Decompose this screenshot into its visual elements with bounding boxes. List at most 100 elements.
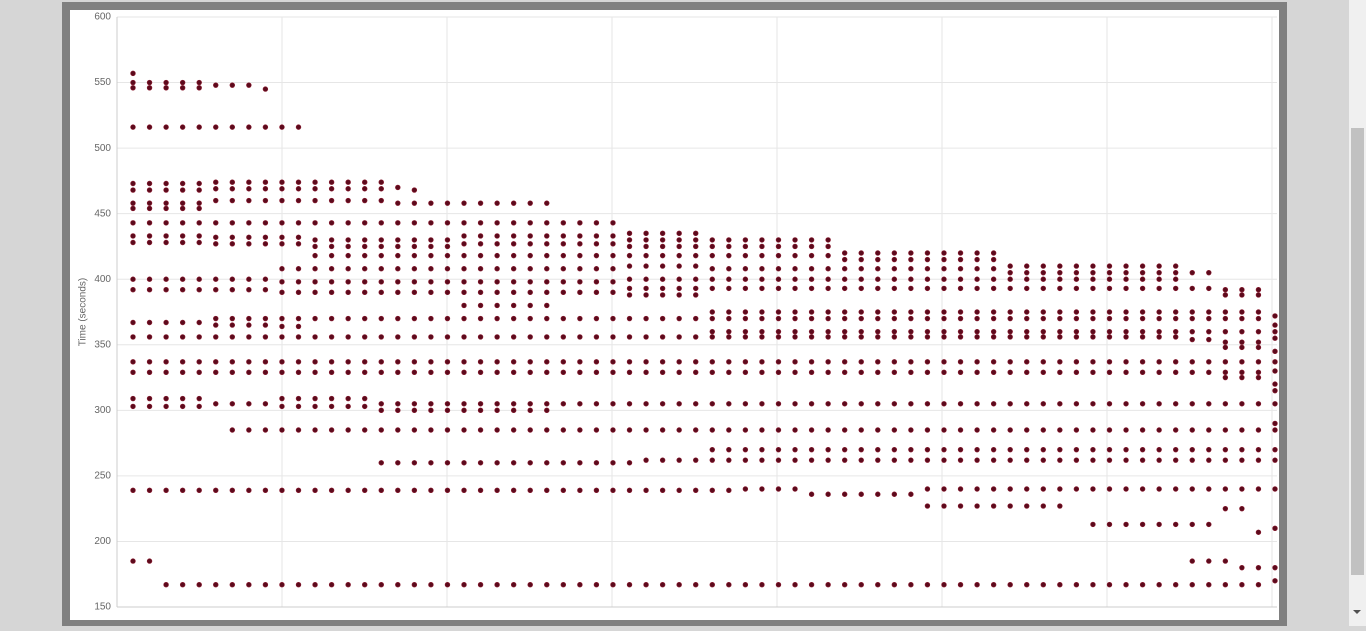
- point: [1057, 457, 1063, 463]
- point: [1222, 558, 1229, 564]
- point: [1007, 503, 1013, 509]
- point: [378, 334, 384, 340]
- point: [1123, 486, 1129, 492]
- point: [163, 487, 169, 494]
- point: [924, 334, 931, 340]
- point: [875, 334, 881, 340]
- point: [1206, 558, 1212, 564]
- point: [1073, 446, 1080, 453]
- point: [1040, 427, 1046, 433]
- point: [1090, 446, 1096, 453]
- point: [246, 234, 252, 240]
- point: [908, 285, 914, 292]
- point: [1040, 486, 1046, 492]
- point: [626, 359, 633, 365]
- point: [974, 285, 980, 292]
- point: [808, 334, 815, 340]
- point: [693, 334, 699, 340]
- point: [544, 266, 550, 272]
- point: [1040, 401, 1046, 407]
- point: [841, 446, 848, 453]
- point: [1206, 446, 1212, 453]
- point: [610, 279, 616, 285]
- point: [544, 334, 550, 340]
- point: [1090, 263, 1096, 269]
- point: [544, 359, 550, 365]
- point: [362, 289, 368, 296]
- point: [179, 200, 186, 206]
- point: [527, 460, 533, 466]
- point: [378, 243, 384, 250]
- point: [908, 369, 914, 376]
- point: [759, 369, 765, 376]
- scroll-down-arrow[interactable]: [1353, 610, 1361, 614]
- point: [891, 328, 898, 335]
- point: [825, 359, 831, 365]
- point: [295, 359, 302, 365]
- point: [990, 486, 997, 492]
- point: [577, 266, 583, 272]
- point: [544, 289, 550, 296]
- point: [1123, 427, 1129, 433]
- point: [1123, 263, 1129, 269]
- point: [693, 359, 699, 365]
- point: [295, 234, 302, 240]
- point: [428, 200, 434, 206]
- point: [808, 252, 815, 259]
- point: [312, 315, 318, 322]
- point: [428, 582, 434, 588]
- point: [246, 276, 252, 282]
- point: [626, 237, 633, 243]
- point: [510, 279, 517, 285]
- point: [163, 319, 169, 326]
- point: [593, 241, 600, 247]
- point: [974, 369, 980, 376]
- point: [163, 369, 169, 376]
- point: [1239, 582, 1245, 588]
- point: [825, 427, 831, 433]
- point: [527, 200, 533, 206]
- scrollbar-thumb[interactable]: [1351, 128, 1364, 575]
- point: [1057, 309, 1063, 315]
- point: [246, 220, 252, 226]
- point: [246, 322, 252, 328]
- point: [1156, 315, 1162, 322]
- point: [411, 279, 418, 285]
- point: [510, 200, 517, 206]
- point: [1272, 564, 1278, 571]
- point: [196, 220, 202, 226]
- point: [792, 276, 798, 282]
- point: [1172, 359, 1179, 365]
- point: [1090, 328, 1096, 335]
- point: [709, 487, 715, 494]
- point: [196, 233, 202, 239]
- point: [1057, 315, 1063, 322]
- point: [891, 309, 898, 315]
- point: [693, 401, 699, 407]
- point: [726, 237, 732, 243]
- y-tick-label: 600: [94, 12, 111, 23]
- point: [1239, 564, 1245, 571]
- point: [461, 220, 467, 226]
- point: [477, 427, 484, 433]
- point: [841, 582, 848, 588]
- point: [709, 285, 715, 292]
- point: [1073, 263, 1080, 269]
- point: [775, 446, 782, 453]
- point: [229, 124, 236, 130]
- point: [957, 334, 964, 340]
- point: [196, 200, 202, 206]
- point: [792, 315, 798, 322]
- point: [411, 252, 418, 259]
- point: [1106, 263, 1113, 269]
- point: [213, 186, 219, 192]
- point: [924, 276, 931, 282]
- point: [146, 239, 153, 246]
- point: [1073, 427, 1080, 433]
- point: [1222, 486, 1229, 492]
- point: [858, 250, 864, 256]
- point: [477, 252, 484, 259]
- point: [1189, 401, 1195, 407]
- point: [477, 315, 484, 322]
- point: [1206, 401, 1212, 407]
